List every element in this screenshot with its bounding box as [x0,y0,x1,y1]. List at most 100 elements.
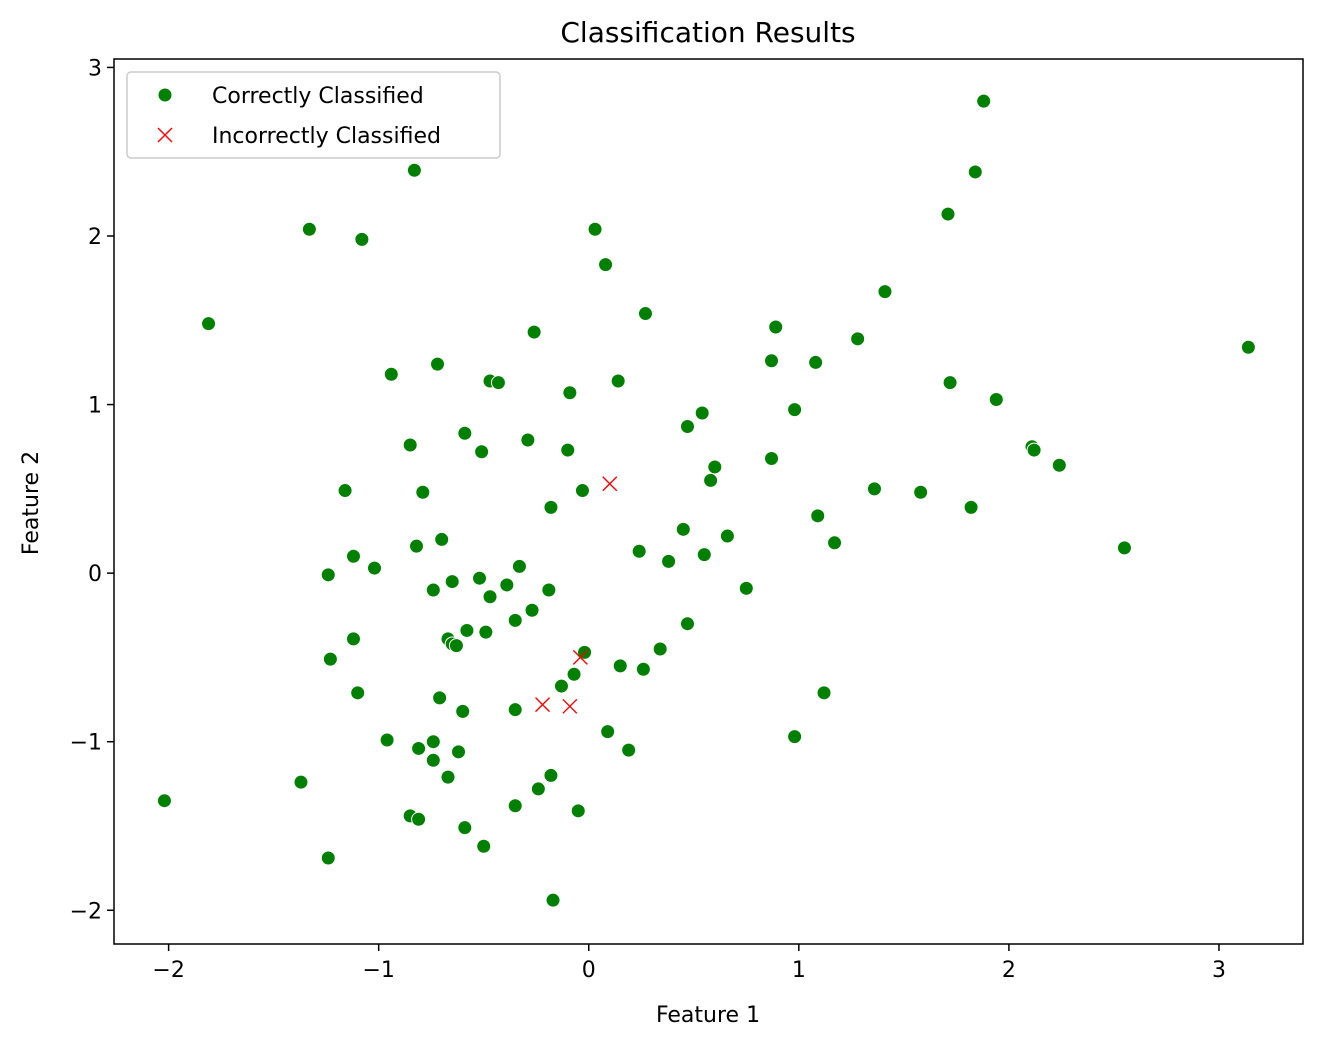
data-point-correct [507,702,523,718]
data-point-correct [574,483,590,499]
data-point-correct [1116,540,1132,556]
data-point-correct [637,306,653,322]
data-point-correct [631,543,647,559]
data-point-correct [1051,457,1067,473]
data-point-correct [322,651,338,667]
data-point-correct [560,442,576,458]
data-point-incorrect [572,649,588,665]
legend-box [126,71,501,159]
data-point-correct [764,353,780,369]
data-point-correct [562,385,578,401]
data-point-correct [320,567,336,583]
data-point-correct [808,354,824,370]
data-point-correct [587,221,603,237]
data-point-correct [942,375,958,391]
data-point-correct [543,767,559,783]
x-tick-label: 1 [792,958,806,983]
data-point-correct [530,781,546,797]
data-point-correct [474,444,490,460]
data-point-correct [354,231,370,247]
data-point-correct [541,582,557,598]
data-point-correct [703,472,719,488]
y-tick-label: 1 [88,394,102,419]
data-point-correct [1026,442,1042,458]
data-point-correct [810,508,826,524]
plot-frame [113,58,1304,945]
data-point-correct [679,418,695,434]
data-point-correct [201,316,217,332]
data-point-correct [545,892,561,908]
data-point-incorrect [602,476,618,492]
data-point-correct [478,624,494,640]
data-point-correct [610,373,626,389]
data-point-correct [482,589,498,605]
data-point-correct [459,622,475,638]
data-point-correct [425,582,441,598]
data-point-correct [476,838,492,854]
data-point-correct [451,744,467,760]
data-point-correct [402,437,418,453]
data-point-correct [621,742,637,758]
data-point-correct [320,850,336,866]
y-axis: −2 −1 0 1 2 3 [70,56,114,924]
x-axis-label: Feature 1 [656,1003,760,1028]
data-point-correct [432,690,448,706]
data-point-correct [553,678,569,694]
data-point-correct [598,257,614,273]
data-point-correct [440,769,456,785]
data-point-correct [383,366,399,382]
data-point-correct [600,724,616,740]
x-tick-label: −1 [362,958,394,983]
x-axis: −2 −1 0 1 2 3 [152,944,1226,983]
data-point-correct [612,658,628,674]
data-point-correct [877,284,893,300]
chart-title: Classification Results [560,16,855,49]
data-point-correct [764,451,780,467]
data-point-correct [913,484,929,500]
data-point-correct [787,402,803,418]
data-point-correct [520,432,536,448]
data-point-correct [411,811,427,827]
data-point-correct [696,547,712,563]
data-point-correct [976,93,992,109]
plot-area [156,93,1256,908]
legend-marker-correct [157,87,173,103]
y-tick-label: −1 [70,731,102,756]
data-point-correct [787,729,803,745]
data-point-correct [457,820,473,836]
x-tick-label: 0 [582,958,596,983]
data-point-correct [963,499,979,515]
data-point-correct [507,612,523,628]
data-point-correct [526,324,542,340]
data-point-incorrect [562,698,578,714]
data-point-correct [350,685,366,701]
legend: Correctly Classified Incorrectly Classif… [126,71,501,159]
data-point-correct [566,666,582,682]
data-point-correct [679,616,695,632]
data-point-correct [345,631,361,647]
data-point-correct [411,740,427,756]
data-point-correct [293,774,309,790]
data-point-correct [524,602,540,618]
y-axis-label: Feature 2 [19,451,44,555]
data-point-correct [866,481,882,497]
data-point-correct [694,405,710,421]
data-point-correct [337,483,353,499]
data-point-correct [738,580,754,596]
data-point-correct [850,331,866,347]
data-point-correct [675,521,691,537]
data-point-correct [472,570,488,586]
data-point-correct [707,459,723,475]
data-point-correct [425,734,441,750]
data-point-correct [543,499,559,515]
data-point-correct [430,356,446,372]
data-point-correct [457,425,473,441]
data-point-correct [827,535,843,551]
data-point-correct [455,703,471,719]
data-point-correct [444,574,460,590]
y-tick-label: 2 [88,225,102,250]
data-point-correct [511,558,527,574]
data-point-correct [719,528,735,544]
